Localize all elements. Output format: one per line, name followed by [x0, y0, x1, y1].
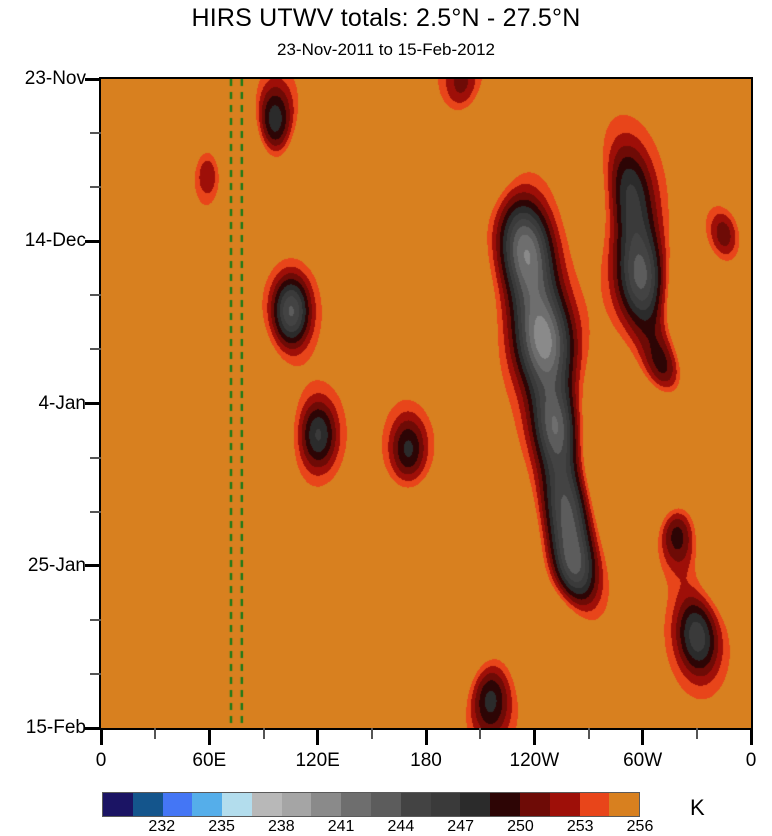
y-axis-minor-tick: [90, 348, 101, 351]
colorbar-swatch: [549, 793, 580, 816]
x-axis-major-tick: [749, 728, 753, 745]
colorbar-swatch: [103, 793, 133, 816]
x-axis-major-tick: [207, 728, 211, 745]
colorbar-swatch: [519, 793, 550, 816]
colorbar-tick-label: 256: [626, 818, 654, 835]
colorbar-tick-label: 241: [327, 818, 355, 835]
x-axis-minor-tick: [154, 728, 157, 739]
colorbar-tick-label: 244: [387, 818, 415, 835]
colorbar-swatch: [192, 793, 223, 816]
colorbar-tick-label: 253: [566, 818, 594, 835]
colorbar-swatch: [400, 793, 431, 816]
x-axis-label: 120E: [295, 750, 340, 771]
x-axis-label: 120W: [509, 750, 560, 771]
y-axis-label: 25-Jan: [27, 554, 86, 576]
colorbar-swatch: [579, 793, 610, 816]
subtitle: 23-Nov-2011 to 15-Feb-2012: [277, 40, 495, 59]
contour-field: [101, 79, 751, 728]
colorbar-swatch: [371, 793, 401, 816]
colorbar-swatch: [162, 793, 193, 816]
colorbar-tick-label: 247: [447, 818, 475, 835]
y-axis-label: 4-Jan: [38, 392, 86, 414]
colorbar-tick-label: 235: [208, 818, 235, 835]
x-axis-major-tick: [99, 728, 103, 745]
colorbar-swatch: [311, 793, 342, 816]
colorbar-swatch: [251, 793, 282, 816]
colorbar-swatch: [341, 793, 372, 816]
y-axis-minor-tick: [90, 294, 101, 297]
y-axis-label: 14-Dec: [24, 230, 86, 252]
colorbar-swatch: [222, 793, 252, 816]
x-axis-minor-tick: [587, 728, 590, 739]
y-axis-minor-tick: [90, 618, 101, 621]
x-axis-major-tick: [424, 728, 428, 745]
x-axis-label: 0: [745, 750, 757, 771]
colorbar-tick-label: 232: [148, 818, 176, 835]
x-axis-label: 180: [410, 750, 442, 771]
y-axis-major-tick: [85, 564, 101, 568]
colorbar-unit-label: K: [690, 795, 705, 820]
y-axis-minor-tick: [90, 510, 101, 513]
y-axis-minor-tick: [90, 456, 101, 459]
y-axis-label: 23-Nov: [24, 68, 86, 89]
x-axis-major-tick: [316, 728, 320, 745]
x-axis-minor-tick: [695, 728, 698, 739]
hovmoller-plot-area: [99, 77, 753, 730]
x-axis-label: 60W: [623, 750, 663, 771]
x-axis-major-tick: [532, 728, 536, 745]
x-axis-label: 0: [95, 750, 107, 771]
y-axis-major-tick: [85, 77, 101, 81]
colorbar-swatch: [132, 793, 163, 816]
colorbar-swatch: [490, 793, 520, 816]
y-axis-label: 15-Feb: [25, 717, 86, 738]
y-axis-minor-tick: [90, 186, 101, 189]
y-axis-major-tick: [85, 239, 101, 243]
x-axis-major-tick: [641, 728, 645, 745]
colorbar-swatch: [281, 793, 312, 816]
y-axis-major-tick: [85, 726, 101, 730]
y-axis-minor-tick: [90, 672, 101, 675]
x-axis-minor-tick: [479, 728, 482, 739]
y-axis-minor-tick: [90, 132, 101, 135]
colorbar: [102, 792, 640, 817]
page-title: HIRS UTWV totals: 2.5°N - 27.5°N: [191, 4, 581, 32]
x-axis-minor-tick: [262, 728, 265, 739]
colorbar-tick-label: 250: [507, 818, 534, 835]
colorbar-swatch: [430, 793, 461, 816]
x-axis-minor-tick: [370, 728, 373, 739]
colorbar-swatch: [460, 793, 491, 816]
y-axis-major-tick: [85, 402, 101, 405]
colorbar-swatch: [609, 793, 640, 816]
colorbar-tick-label: 238: [267, 818, 295, 835]
x-axis-label: 60E: [192, 750, 227, 771]
